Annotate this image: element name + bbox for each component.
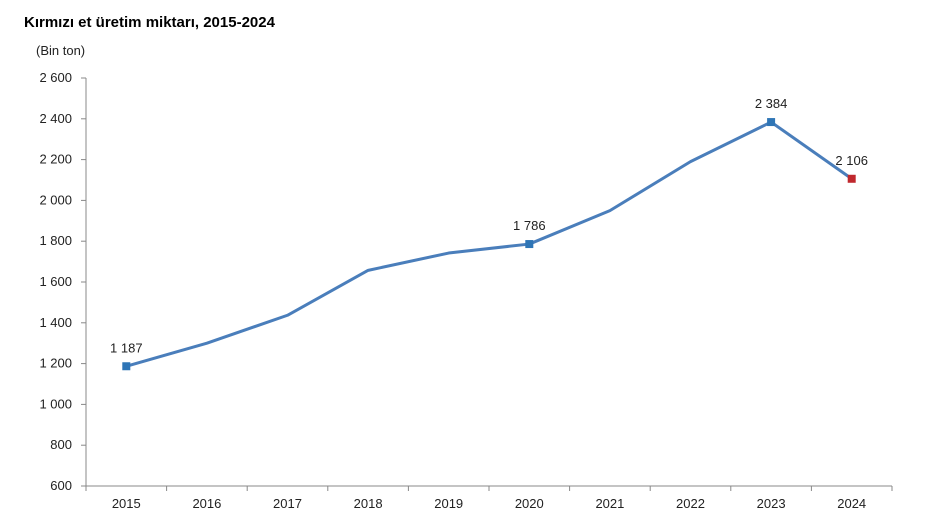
y-tick-label: 1 400 — [39, 315, 72, 330]
x-tick-label: 2023 — [757, 496, 786, 511]
x-tick-label: 2021 — [595, 496, 624, 511]
series-markers: 1 187 1 786 2 384 2 106 — [110, 96, 868, 371]
series-lines — [124, 120, 854, 368]
series-line — [124, 120, 854, 368]
data-point-marker — [767, 118, 776, 127]
y-tick-label: 2 400 — [39, 111, 72, 126]
x-tick-label: 2019 — [434, 496, 463, 511]
y-tick-label: 1 000 — [39, 396, 72, 411]
y-axis: 600 800 1 000 1 200 1 400 1 600 1 800 2 000 2 20… — [39, 70, 87, 493]
y-tick-label: 1 600 — [39, 274, 72, 289]
data-label: 1 786 — [513, 218, 546, 233]
y-tick-label: 800 — [50, 437, 72, 452]
y-tick-label: 1 200 — [39, 356, 72, 371]
data-label: 2 106 — [835, 153, 868, 168]
data-point-marker — [525, 240, 534, 249]
x-tick-label: 2018 — [354, 496, 383, 511]
y-unit-label: (Bin ton) — [36, 43, 85, 58]
x-tick-label: 2022 — [676, 496, 705, 511]
data-point-marker — [122, 362, 131, 371]
data-label: 1 187 — [110, 340, 143, 355]
y-tick-label: 600 — [50, 478, 72, 493]
data-point-marker — [847, 174, 856, 183]
y-tick-label: 2 200 — [39, 152, 72, 167]
x-axis: 2015 2016 2017 2018 2019 2020 2021 2022 2023 2024 — [85, 485, 893, 511]
x-tick-label: 2020 — [515, 496, 544, 511]
data-label: 2 384 — [755, 96, 788, 111]
x-tick-label: 2024 — [837, 496, 866, 511]
y-tick-label: 1 800 — [39, 233, 72, 248]
x-tick-label: 2016 — [192, 496, 221, 511]
x-tick-label: 2017 — [273, 496, 302, 511]
chart-title: Kırmızı et üretim miktarı, 2015-2024 — [24, 14, 275, 31]
x-tick-label: 2015 — [112, 496, 141, 511]
y-tick-label: 2 600 — [39, 70, 72, 85]
y-tick-label: 2 000 — [39, 192, 72, 207]
